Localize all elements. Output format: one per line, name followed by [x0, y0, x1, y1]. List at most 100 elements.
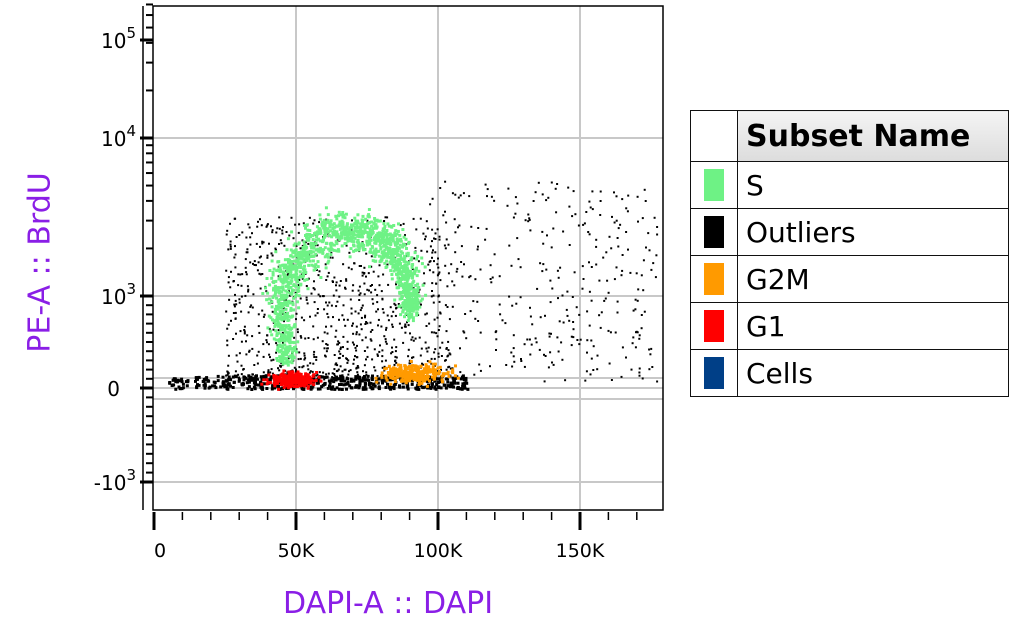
- point-s: [284, 296, 288, 300]
- point-outliers: [520, 358, 522, 360]
- point-s: [407, 275, 411, 279]
- point-s: [390, 260, 394, 264]
- point-outliers: [406, 384, 410, 388]
- point-s: [273, 319, 276, 323]
- point-outliers: [238, 298, 241, 301]
- point-s: [391, 263, 395, 267]
- point-outliers: [431, 290, 433, 292]
- point-outliers: [550, 332, 552, 335]
- point-outliers: [457, 226, 459, 229]
- point-outliers: [459, 387, 462, 391]
- point-outliers: [386, 314, 389, 317]
- point-s: [368, 227, 372, 231]
- point-s: [279, 277, 283, 281]
- point-outliers: [452, 385, 456, 389]
- point-s: [289, 301, 293, 305]
- point-s: [382, 244, 386, 248]
- point-g2m: [446, 372, 450, 376]
- legend-row[interactable]: Cells: [690, 349, 1009, 397]
- point-outliers: [356, 373, 359, 376]
- point-s: [268, 269, 272, 272]
- point-g2m: [454, 364, 457, 368]
- legend-row[interactable]: Outliers: [690, 208, 1009, 256]
- point-s: [292, 243, 296, 247]
- point-outliers: [444, 264, 447, 267]
- point-s: [329, 219, 333, 223]
- point-outliers: [412, 217, 415, 220]
- point-g2m: [421, 371, 425, 375]
- point-outliers: [446, 306, 449, 308]
- point-s: [289, 308, 293, 312]
- point-outliers: [252, 293, 255, 296]
- point-s: [328, 229, 332, 233]
- point-outliers: [362, 377, 365, 380]
- point-outliers: [325, 375, 329, 379]
- point-outliers: [392, 385, 396, 389]
- point-s: [374, 253, 378, 257]
- point-outliers: [364, 323, 367, 325]
- point-s: [349, 247, 353, 251]
- point-s: [305, 278, 309, 281]
- point-s: [410, 256, 414, 260]
- point-s: [360, 223, 364, 227]
- point-g2m: [438, 369, 441, 373]
- point-outliers: [358, 299, 361, 301]
- point-s: [274, 318, 278, 322]
- point-outliers: [360, 265, 362, 267]
- point-outliers: [400, 306, 403, 309]
- point-outliers: [174, 380, 178, 383]
- point-outliers: [384, 340, 387, 343]
- point-s: [335, 249, 339, 253]
- point-outliers: [238, 234, 241, 236]
- point-outliers: [247, 379, 251, 383]
- point-s: [352, 244, 356, 248]
- point-outliers: [299, 335, 302, 338]
- point-s: [287, 259, 291, 263]
- legend-row[interactable]: G2M: [690, 255, 1009, 303]
- point-outliers: [314, 314, 317, 317]
- point-g1: [311, 374, 315, 378]
- point-outliers: [516, 202, 519, 205]
- point-s: [273, 284, 277, 288]
- point-outliers: [364, 382, 368, 386]
- point-s: [305, 251, 309, 255]
- point-g2m: [411, 374, 415, 378]
- point-outliers: [438, 300, 441, 303]
- point-outliers: [439, 311, 442, 314]
- point-s: [290, 265, 294, 269]
- point-outliers: [363, 378, 367, 382]
- point-outliers: [267, 378, 271, 382]
- point-s: [409, 308, 413, 311]
- point-outliers: [283, 320, 285, 323]
- point-s: [403, 315, 406, 319]
- point-outliers: [365, 358, 367, 361]
- legend-row[interactable]: G1: [690, 302, 1009, 350]
- point-s: [382, 222, 386, 225]
- point-g2m: [415, 378, 419, 382]
- point-s: [317, 237, 320, 241]
- point-outliers: [590, 266, 593, 268]
- point-g2m: [401, 373, 405, 377]
- point-g2m: [422, 379, 425, 383]
- point-outliers: [419, 217, 422, 220]
- legend-row[interactable]: S: [690, 161, 1009, 209]
- point-s: [336, 236, 340, 239]
- point-s: [389, 254, 393, 258]
- point-outliers: [358, 333, 361, 336]
- point-s: [276, 286, 279, 290]
- point-g1: [286, 377, 290, 381]
- point-outliers: [226, 344, 229, 347]
- point-outliers: [277, 367, 279, 370]
- point-s: [373, 219, 377, 223]
- point-s: [275, 296, 279, 300]
- point-outliers: [640, 327, 643, 330]
- point-g1: [298, 372, 302, 376]
- point-outliers: [245, 251, 248, 254]
- point-g2m: [399, 366, 403, 370]
- point-outliers: [638, 371, 641, 374]
- point-outliers: [599, 326, 602, 329]
- point-s: [332, 248, 336, 252]
- point-s: [275, 332, 279, 336]
- point-outliers: [433, 260, 435, 263]
- point-outliers: [571, 296, 574, 298]
